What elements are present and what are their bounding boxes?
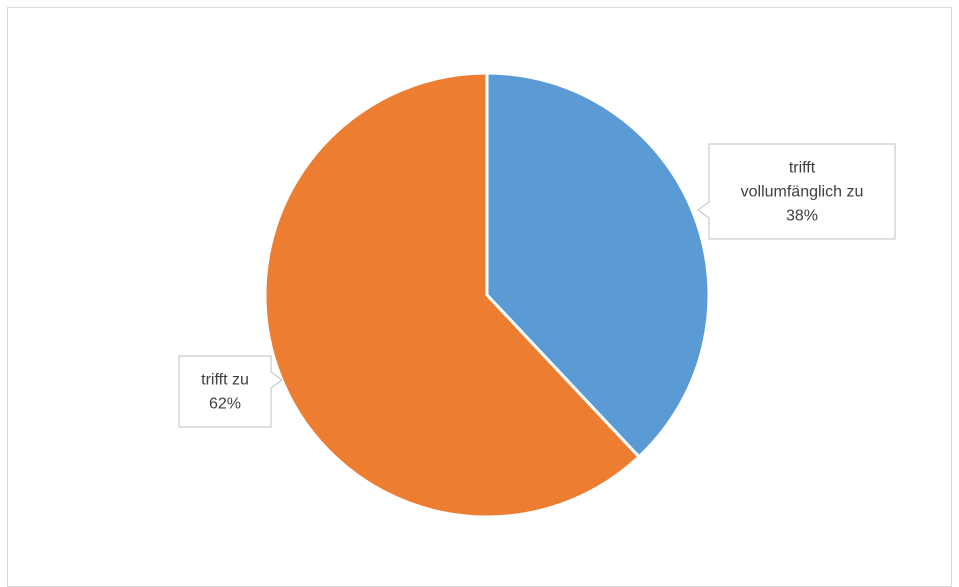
data-label-category: vollumfänglich zu: [741, 184, 864, 201]
pie-slices: [263, 71, 711, 519]
pie-slice-1: [485, 71, 711, 459]
data-label-1: trifft vollumfänglich zu 38%: [697, 143, 896, 240]
callout-box: [178, 355, 283, 428]
pie-slice-2: [263, 71, 641, 519]
data-label-percent: 62%: [209, 396, 241, 413]
data-labels: trifft vollumfänglich zu 38% trifft zu 62%: [178, 143, 896, 428]
data-label-category: trifft: [789, 160, 816, 177]
data-label-category: trifft zu: [201, 372, 249, 389]
callout-box: [697, 143, 896, 240]
data-label-2: trifft zu 62%: [178, 355, 283, 428]
data-label-percent: 38%: [786, 208, 818, 225]
